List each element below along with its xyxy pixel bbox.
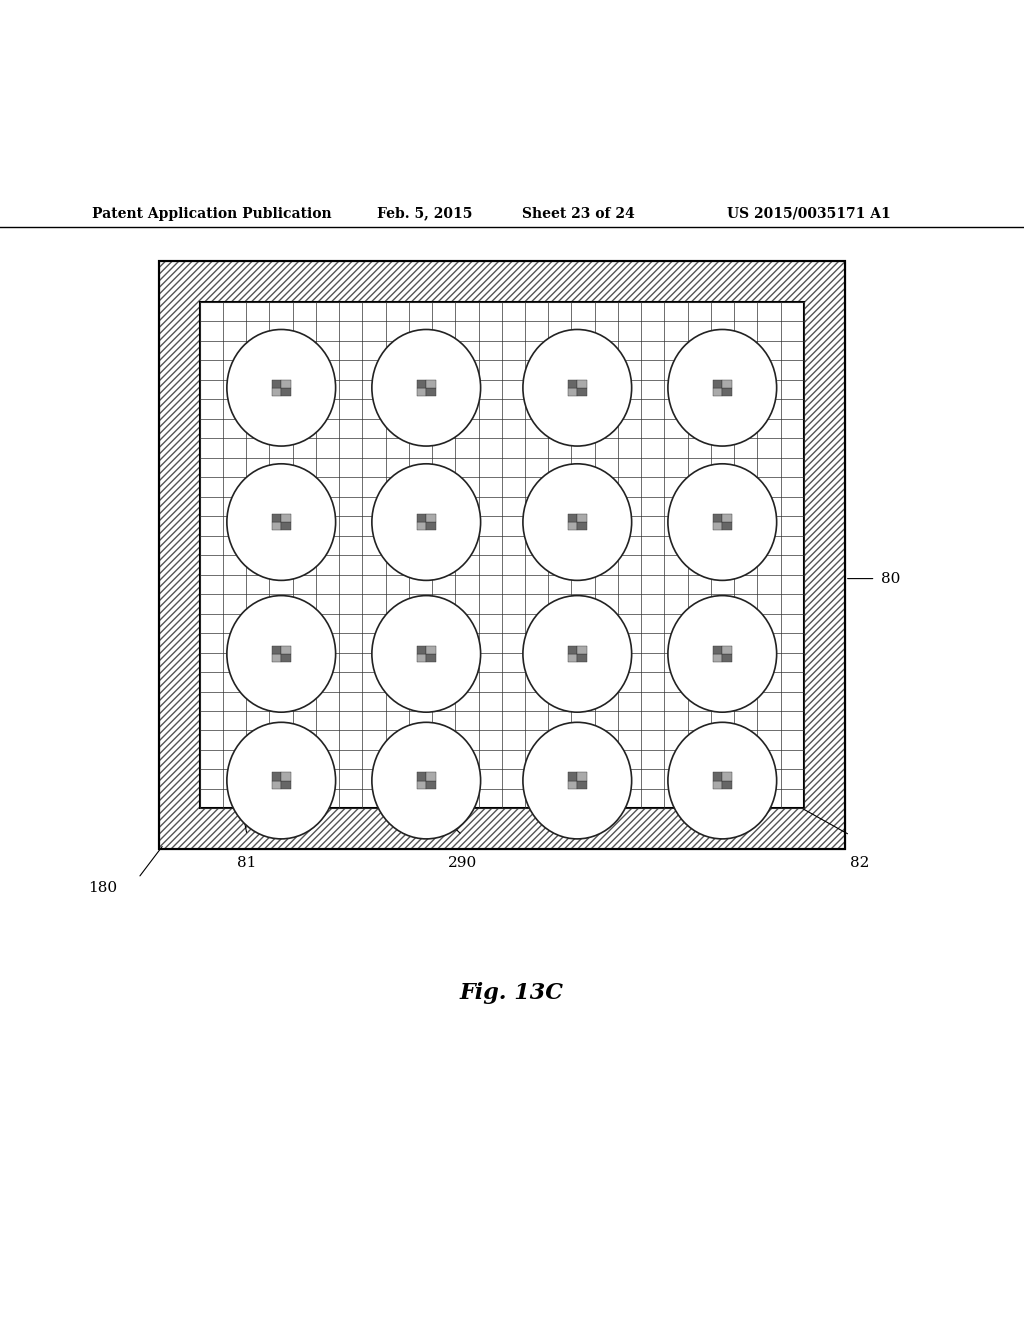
Bar	[271, 780, 282, 789]
Bar	[567, 388, 578, 396]
Bar	[578, 513, 587, 523]
Bar	[578, 523, 587, 531]
Bar	[417, 645, 426, 653]
Bar	[426, 513, 436, 523]
Ellipse shape	[668, 330, 776, 446]
Text: 180: 180	[88, 882, 117, 895]
Bar	[282, 388, 291, 396]
Bar	[567, 653, 578, 663]
Text: 81: 81	[238, 855, 257, 870]
Bar	[713, 772, 722, 780]
Bar	[271, 653, 282, 663]
Bar	[567, 645, 578, 653]
Bar	[713, 645, 722, 653]
Bar	[271, 523, 282, 531]
Text: Feb. 5, 2015: Feb. 5, 2015	[377, 206, 473, 220]
Bar	[426, 523, 436, 531]
Bar	[578, 388, 587, 396]
Bar	[200, 301, 804, 808]
Text: 80: 80	[881, 572, 900, 586]
Text: US 2015/0035171 A1: US 2015/0035171 A1	[727, 206, 891, 220]
Bar	[271, 513, 282, 523]
Bar	[578, 380, 587, 388]
Bar	[567, 513, 578, 523]
Bar	[578, 780, 587, 789]
Bar	[417, 388, 426, 396]
Bar	[713, 653, 722, 663]
Bar	[426, 388, 436, 396]
Bar	[282, 645, 291, 653]
Bar	[713, 523, 722, 531]
Bar	[417, 523, 426, 531]
Ellipse shape	[372, 463, 480, 581]
Bar	[713, 513, 722, 523]
Bar	[722, 780, 732, 789]
Ellipse shape	[668, 463, 776, 581]
Ellipse shape	[523, 463, 632, 581]
Bar	[722, 653, 732, 663]
Bar	[578, 772, 587, 780]
Bar	[159, 260, 845, 850]
Bar	[271, 645, 282, 653]
Bar	[282, 513, 291, 523]
Bar	[417, 380, 426, 388]
Bar	[282, 380, 291, 388]
Text: Fig. 13C: Fig. 13C	[460, 982, 564, 1003]
Bar	[722, 388, 732, 396]
Bar	[417, 772, 426, 780]
Bar	[417, 653, 426, 663]
Bar	[713, 380, 722, 388]
Bar	[567, 380, 578, 388]
Ellipse shape	[372, 722, 480, 840]
Bar	[282, 780, 291, 789]
Bar	[722, 380, 732, 388]
Ellipse shape	[523, 595, 632, 713]
Bar	[417, 513, 426, 523]
Bar	[271, 388, 282, 396]
Bar	[159, 260, 845, 850]
Ellipse shape	[372, 595, 480, 713]
Bar	[282, 772, 291, 780]
Bar	[713, 388, 722, 396]
Ellipse shape	[523, 330, 632, 446]
Bar	[722, 772, 732, 780]
Text: 290: 290	[447, 855, 477, 870]
Text: 82: 82	[851, 855, 869, 870]
Bar	[722, 523, 732, 531]
Bar	[159, 260, 845, 850]
Bar	[417, 780, 426, 789]
Bar	[722, 645, 732, 653]
Ellipse shape	[227, 595, 336, 713]
Text: Patent Application Publication: Patent Application Publication	[92, 206, 332, 220]
Bar	[578, 645, 587, 653]
Text: Sheet 23 of 24: Sheet 23 of 24	[522, 206, 635, 220]
Bar	[578, 653, 587, 663]
Bar	[426, 780, 436, 789]
Bar	[426, 772, 436, 780]
Ellipse shape	[523, 722, 632, 840]
Bar	[282, 523, 291, 531]
Bar	[722, 513, 732, 523]
Bar	[713, 780, 722, 789]
Ellipse shape	[227, 722, 336, 840]
Bar	[426, 653, 436, 663]
Ellipse shape	[668, 722, 776, 840]
Bar	[271, 772, 282, 780]
Bar	[567, 772, 578, 780]
Ellipse shape	[227, 463, 336, 581]
Ellipse shape	[372, 330, 480, 446]
Bar	[567, 523, 578, 531]
Ellipse shape	[227, 330, 336, 446]
Bar	[426, 645, 436, 653]
Ellipse shape	[668, 595, 776, 713]
Bar	[271, 380, 282, 388]
Bar	[426, 380, 436, 388]
Bar	[567, 780, 578, 789]
Bar	[282, 653, 291, 663]
